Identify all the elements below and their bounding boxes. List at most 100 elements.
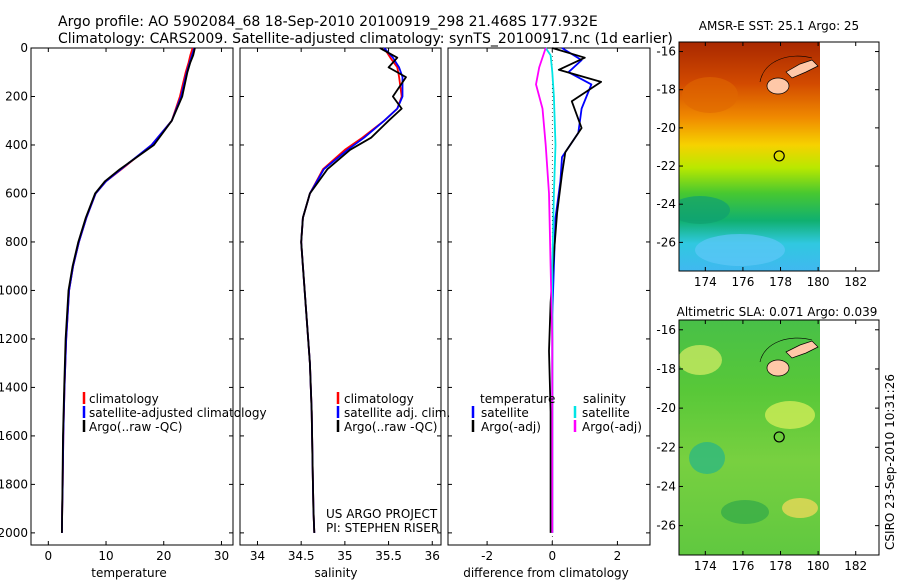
sla-map-title: Altimetric SLA: 0.071 Argo: 0.039	[677, 305, 878, 319]
csiro-timestamp: CSIRO 23-Sep-2010 10:31:26	[883, 374, 897, 550]
difference-panel-frame	[447, 47, 651, 546]
map-x-tick-label: 180	[807, 559, 830, 573]
map-x-tick-label: 176	[731, 275, 754, 289]
map-y-tick-label: -18	[656, 362, 676, 376]
y-tick-label: 1600	[0, 429, 28, 443]
x-tick-label: 20	[156, 549, 171, 563]
legend-label-climatology: climatology	[344, 392, 414, 406]
legend-label-satellite: satellite-adjusted climatology	[89, 406, 267, 420]
legend-heading-salinity: salinity	[583, 392, 626, 406]
series-line-climatology	[61, 47, 194, 533]
y-tick-label: 200	[5, 89, 28, 103]
map-y-tick-label: -20	[656, 401, 676, 415]
map-y-tick-label: -26	[656, 519, 676, 533]
fiji-islands-icon	[759, 337, 819, 377]
sst-warm-patch	[682, 77, 738, 113]
sla-map	[679, 320, 820, 555]
series-line-argo-raw-qc-	[61, 47, 196, 533]
temperature-legend: climatology satellite-adjusted climatolo…	[82, 392, 267, 434]
series-line-climatology	[300, 47, 403, 533]
legend-label-satellite: satellite adj. clim.	[344, 406, 450, 420]
sla-low-patch	[689, 442, 725, 474]
legend-heading-temperature: temperature	[480, 392, 555, 406]
x-tick-label: -2	[481, 549, 493, 563]
y-tick-label: 2000	[0, 526, 28, 540]
difference-plot: -2 0 2	[448, 47, 650, 563]
map-y-tick-label: -22	[656, 159, 676, 173]
sst-map	[679, 42, 820, 271]
sst-map-title: AMSR-E SST: 25.1 Argo: 25	[699, 19, 859, 33]
temperature-panel-frame	[30, 47, 234, 546]
map-y-tick-label: -16	[656, 45, 676, 59]
salinity-legend: climatology satellite adj. clim. Argo(..…	[336, 392, 450, 434]
sla-low-patch-2	[721, 500, 769, 524]
difference-xlabel: difference from climatology	[463, 566, 629, 580]
y-tick-label: 400	[5, 138, 28, 152]
series-line-salinity-argo-adj-	[535, 47, 554, 533]
map-x-tick-label: 176	[731, 559, 754, 573]
pi-credit: PI: STEPHEN RISER	[326, 521, 439, 535]
series-line-temperature-argo-adj-	[548, 47, 602, 533]
legend-label-climatology: climatology	[89, 392, 159, 406]
series-line-satellite-adjusted-climatology	[61, 47, 196, 533]
legend-label-temp-satellite: satellite	[481, 406, 529, 420]
header-line-2: Climatology: CARS2009. Satellite-adjuste…	[58, 31, 673, 47]
viti-levu	[766, 359, 790, 377]
sst-map-axes: -16 -18 -20 -22 -24 -26 174 176 178 180 182	[656, 42, 879, 289]
x-tick-label: 36	[425, 549, 440, 563]
x-tick-label: 34	[250, 549, 265, 563]
x-tick-label: 2	[614, 549, 622, 563]
vanua-levu	[785, 340, 819, 359]
salinity-plot: 34 34.5 35 35.5 36	[240, 47, 441, 563]
x-tick-label: 0	[548, 549, 556, 563]
legend-label-argo: Argo(..raw -QC)	[344, 420, 437, 434]
series-line-argo-raw-qc-	[300, 47, 407, 533]
map-x-tick-label: 178	[769, 559, 792, 573]
map-y-tick-label: -24	[656, 197, 676, 211]
legend-label-sal-satellite: satellite	[582, 406, 630, 420]
sst-green-band	[679, 196, 730, 224]
salinity-panel-frame	[239, 47, 442, 546]
viti-levu	[766, 77, 790, 95]
map-y-tick-label: -20	[656, 121, 676, 135]
x-tick-label: 34.5	[288, 549, 315, 563]
island-outline	[759, 337, 813, 363]
project-credit: US ARGO PROJECT	[326, 507, 438, 521]
map-y-tick-label: -26	[656, 235, 676, 249]
sst-map-frame	[678, 41, 880, 272]
y-tick-label: 1200	[0, 332, 28, 346]
map-y-tick-label: -16	[656, 323, 676, 337]
salinity-xlabel: salinity	[314, 566, 357, 580]
map-x-tick-label: 174	[694, 275, 717, 289]
map-y-tick-label: -18	[656, 83, 676, 97]
x-tick-label: 10	[98, 549, 113, 563]
map-y-tick-label: -22	[656, 440, 676, 454]
map-x-tick-label: 174	[694, 559, 717, 573]
sla-high-patch-2	[765, 401, 815, 429]
y-tick-label: 600	[5, 186, 28, 200]
x-tick-label: 30	[214, 549, 229, 563]
header-line-1: Argo profile: AO 5902084_68 18-Sep-2010 …	[58, 14, 598, 30]
sla-map-axes: -16 -18 -20 -22 -24 -26 174 176 178 180 182	[656, 320, 879, 573]
sla-high-patch-1	[679, 345, 722, 375]
fiji-islands-icon	[759, 55, 819, 95]
y-tick-label: 1800	[0, 477, 28, 491]
map-x-tick-label: 182	[844, 275, 867, 289]
argo-float-location-marker	[773, 150, 785, 162]
legend-label-temp-argo: Argo(-adj)	[481, 420, 541, 434]
temperature-plot: 0 200 400 600 800 1000 1200 1400 1600 1800 2000 0 10…	[0, 41, 233, 563]
map-y-tick-label: -24	[656, 479, 676, 493]
map-x-tick-label: 182	[844, 559, 867, 573]
legend-label-argo: Argo(..raw -QC)	[89, 420, 182, 434]
sla-warm-patch	[782, 498, 818, 518]
difference-legend: temperature satellite Argo(-adj) salinit…	[471, 392, 642, 434]
y-tick-label: 1400	[0, 380, 28, 394]
temperature-xlabel: temperature	[91, 566, 166, 580]
legend-label-sal-argo: Argo(-adj)	[582, 420, 642, 434]
sst-cool-patch	[695, 234, 785, 266]
x-tick-label: 0	[44, 549, 52, 563]
vanua-levu	[785, 59, 819, 79]
y-tick-label: 1000	[0, 283, 28, 297]
x-tick-label: 35.5	[375, 549, 402, 563]
